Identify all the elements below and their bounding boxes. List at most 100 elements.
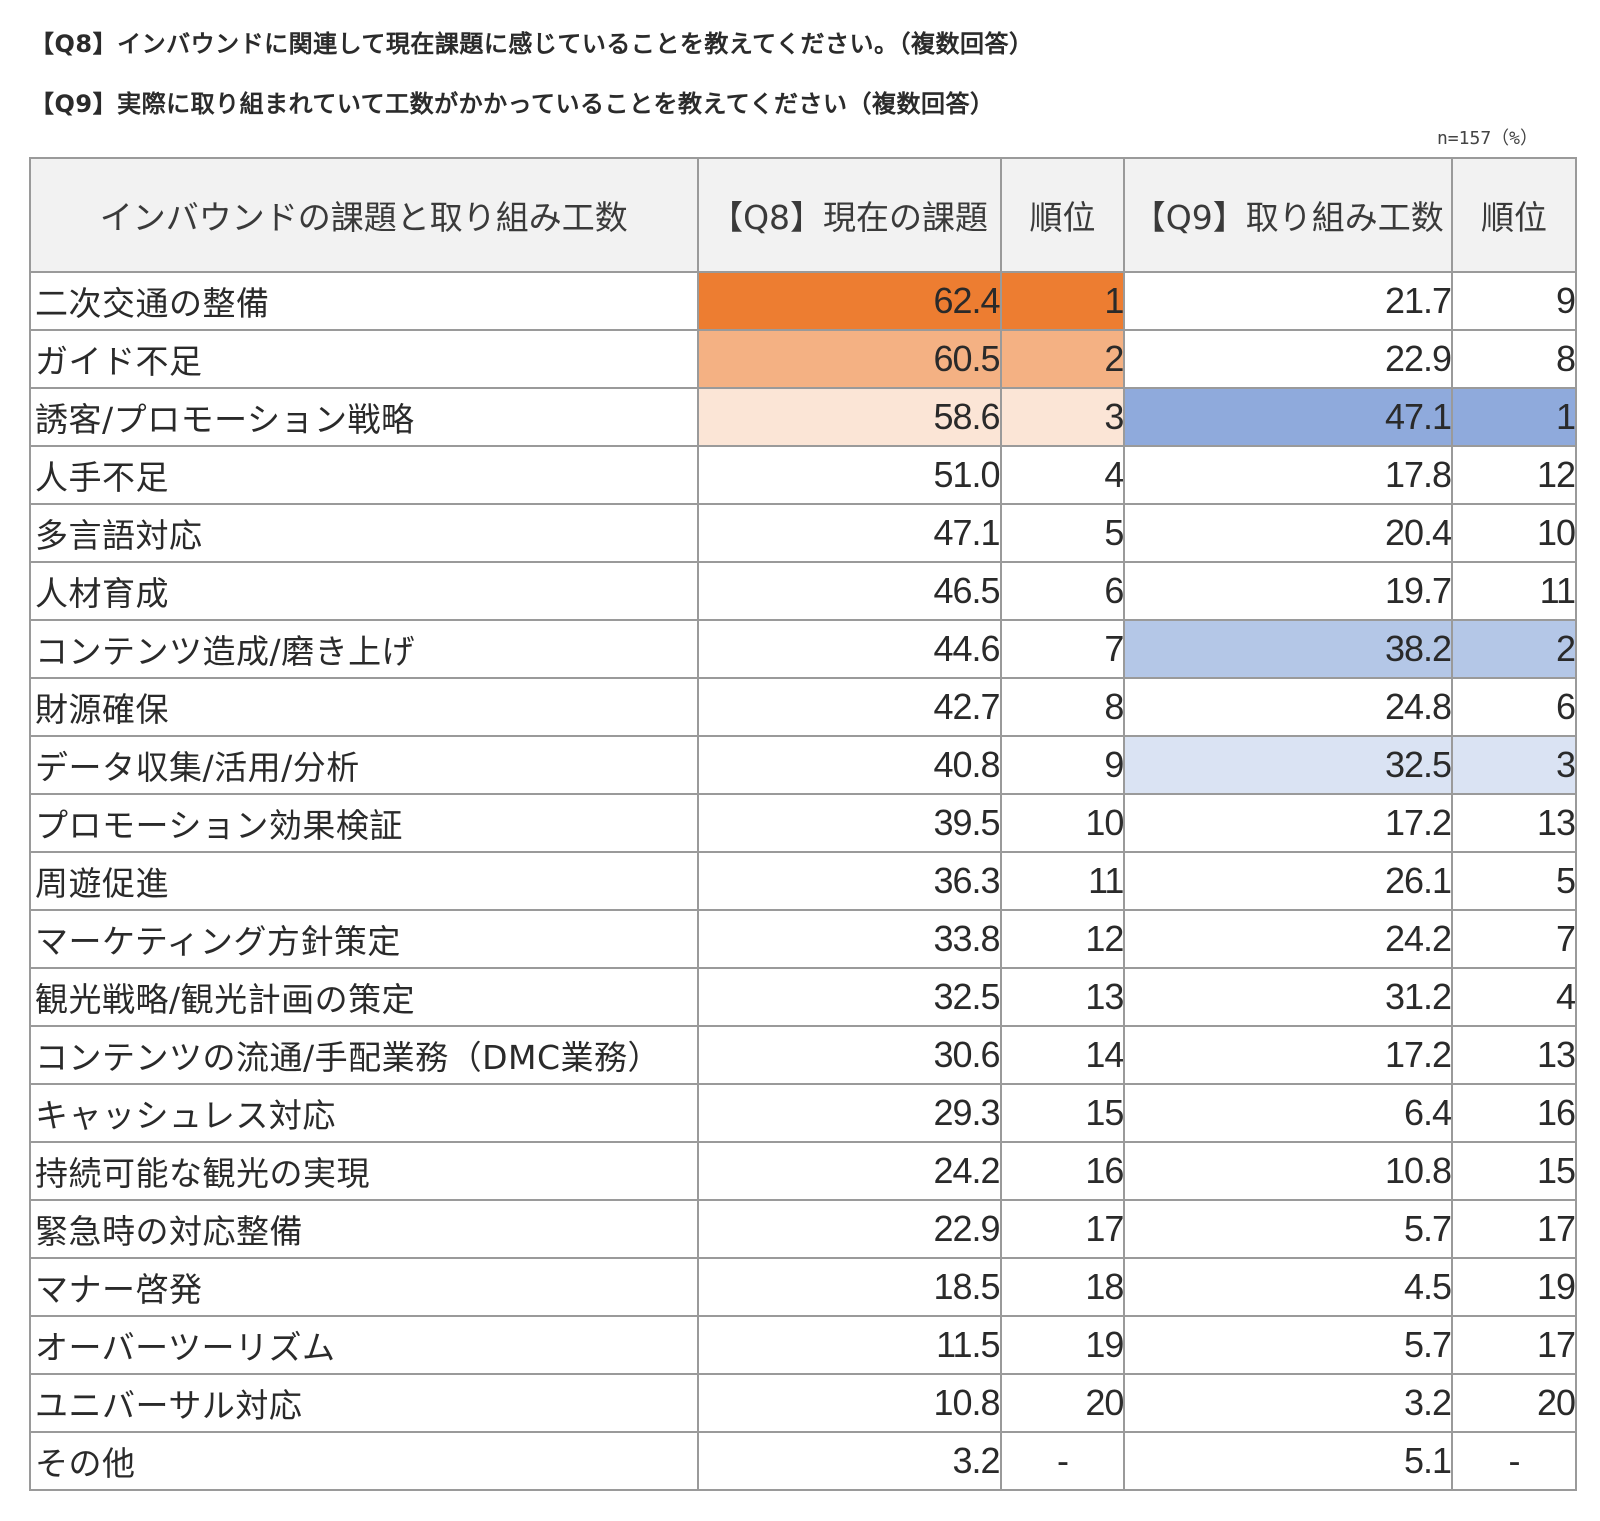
q9-rank-cell: 5 xyxy=(1451,851,1577,911)
table-row: キャッシュレス対応 29.3 15 6.4 16 xyxy=(29,1083,1577,1143)
q8-rank-cell: 18 xyxy=(999,1257,1126,1317)
q9-value-cell: 38.2 xyxy=(1123,619,1454,679)
q9-question-title: 【Q9】実際に取り組まれていて工数がかかっていることを教えてください（複数回答） xyxy=(30,90,995,118)
item-label-cell: 持続可能な観光の実現 xyxy=(29,1141,699,1201)
item-label-cell: ユニバーサル対応 xyxy=(29,1373,699,1433)
table-row: ユニバーサル対応 10.8 20 3.2 20 xyxy=(29,1373,1577,1433)
item-label-cell: プロモーション効果検証 xyxy=(29,793,699,853)
header-item: インバウンドの課題と取り組み工数 xyxy=(29,157,699,273)
q8-rank-cell: 16 xyxy=(999,1141,1126,1201)
table-row: 周遊促進 36.3 11 26.1 5 xyxy=(29,851,1577,911)
q8-value-cell: 29.3 xyxy=(696,1083,1002,1143)
q8-value-cell: 51.0 xyxy=(696,445,1002,505)
q8-rank-cell: 14 xyxy=(999,1025,1126,1085)
results-table: インバウンドの課題と取り組み工数 【Q8】現在の課題 順位 【Q9】取り組み工数… xyxy=(29,157,1577,1491)
item-label-cell: マーケティング方針策定 xyxy=(29,909,699,969)
item-label-cell: キャッシュレス対応 xyxy=(29,1083,699,1143)
q8-value-cell: 39.5 xyxy=(696,793,1002,853)
q9-value-cell: 6.4 xyxy=(1123,1083,1454,1143)
q9-rank-cell: 17 xyxy=(1451,1199,1577,1259)
item-label-cell: 人材育成 xyxy=(29,561,699,621)
q8-rank-cell: 8 xyxy=(999,677,1126,737)
q8-value-cell: 10.8 xyxy=(696,1373,1002,1433)
q9-value-cell: 4.5 xyxy=(1123,1257,1454,1317)
q8-rank-cell: 2 xyxy=(999,329,1126,389)
q9-value-cell: 17.2 xyxy=(1123,1025,1454,1085)
q8-value-cell: 36.3 xyxy=(696,851,1002,911)
q9-value-cell: 20.4 xyxy=(1123,503,1454,563)
table-row: 緊急時の対応整備 22.9 17 5.7 17 xyxy=(29,1199,1577,1259)
table-row: 人材育成 46.5 6 19.7 11 xyxy=(29,561,1577,621)
q8-value-cell: 22.9 xyxy=(696,1199,1002,1259)
q8-rank-cell: 1 xyxy=(999,271,1126,331)
q8-rank-cell: 11 xyxy=(999,851,1126,911)
q9-value-cell: 19.7 xyxy=(1123,561,1454,621)
q9-rank-cell: - xyxy=(1451,1431,1577,1491)
q8-rank-cell: 6 xyxy=(999,561,1126,621)
q8-value-cell: 58.6 xyxy=(696,387,1002,447)
q8-rank-cell: 15 xyxy=(999,1083,1126,1143)
table-row: 持続可能な観光の実現 24.2 16 10.8 15 xyxy=(29,1141,1577,1201)
table-row: その他 3.2-5.1- xyxy=(29,1431,1577,1491)
q9-value-cell: 24.2 xyxy=(1123,909,1454,969)
q8-rank-cell: 13 xyxy=(999,967,1126,1027)
q9-rank-cell: 11 xyxy=(1451,561,1577,621)
table-row: マーケティング方針策定 33.8 12 24.2 7 xyxy=(29,909,1577,969)
item-label-cell: マナー啓発 xyxy=(29,1257,699,1317)
header-q8: 【Q8】現在の課題 xyxy=(696,157,1002,273)
q9-rank-cell: 15 xyxy=(1451,1141,1577,1201)
q9-value-cell: 21.7 xyxy=(1123,271,1454,331)
table-row: 財源確保 42.7 8 24.8 6 xyxy=(29,677,1577,737)
item-label-cell: 誘客/プロモーション戦略 xyxy=(29,387,699,447)
table-row: ガイド不足 60.5 2 22.9 8 xyxy=(29,329,1577,389)
q9-rank-cell: 16 xyxy=(1451,1083,1577,1143)
table-row: マナー啓発 18.5 18 4.5 19 xyxy=(29,1257,1577,1317)
item-label-cell: データ収集/活用/分析 xyxy=(29,735,699,795)
q9-value-cell: 17.2 xyxy=(1123,793,1454,853)
q8-value-cell: 11.5 xyxy=(696,1315,1002,1375)
table-row: データ収集/活用/分析 40.8 9 32.5 3 xyxy=(29,735,1577,795)
q9-rank-cell: 19 xyxy=(1451,1257,1577,1317)
item-label-cell: 緊急時の対応整備 xyxy=(29,1199,699,1259)
table-row: 多言語対応 47.1 5 20.4 10 xyxy=(29,503,1577,563)
q9-value-cell: 17.8 xyxy=(1123,445,1454,505)
q8-value-cell: 33.8 xyxy=(696,909,1002,969)
table-row: 二次交通の整備 62.4 1 21.7 9 xyxy=(29,271,1577,331)
q9-rank-cell: 1 xyxy=(1451,387,1577,447)
q9-value-cell: 5.7 xyxy=(1123,1315,1454,1375)
q8-rank-cell: 7 xyxy=(999,619,1126,679)
table-row: 観光戦略/観光計画の策定 32.5 13 31.2 4 xyxy=(29,967,1577,1027)
q8-value-cell: 47.1 xyxy=(696,503,1002,563)
q8-value-cell: 30.6 xyxy=(696,1025,1002,1085)
q9-value-cell: 5.1 xyxy=(1123,1431,1454,1491)
q8-value-cell: 24.2 xyxy=(696,1141,1002,1201)
q8-value-cell: 60.5 xyxy=(696,329,1002,389)
q9-rank-cell: 20 xyxy=(1451,1373,1577,1433)
item-label-cell: オーバーツーリズム xyxy=(29,1315,699,1375)
q9-rank-cell: 3 xyxy=(1451,735,1577,795)
item-label-cell: 周遊促進 xyxy=(29,851,699,911)
item-label-cell: 人手不足 xyxy=(29,445,699,505)
q9-rank-cell: 13 xyxy=(1451,1025,1577,1085)
table-row: オーバーツーリズム 11.5 19 5.7 17 xyxy=(29,1315,1577,1375)
q8-value-cell: 62.4 xyxy=(696,271,1002,331)
q8-rank-cell: 4 xyxy=(999,445,1126,505)
q8-rank-cell: 9 xyxy=(999,735,1126,795)
q8-rank-cell: 10 xyxy=(999,793,1126,853)
header-q8-rank: 順位 xyxy=(999,157,1126,273)
q9-value-cell: 5.7 xyxy=(1123,1199,1454,1259)
q9-rank-cell: 6 xyxy=(1451,677,1577,737)
item-label-cell: 二次交通の整備 xyxy=(29,271,699,331)
q9-value-cell: 3.2 xyxy=(1123,1373,1454,1433)
q9-rank-cell: 4 xyxy=(1451,967,1577,1027)
q8-rank-cell: 20 xyxy=(999,1373,1126,1433)
q8-question-title: 【Q8】インバウンドに関連して現在課題に感じていることを教えてください。（複数回… xyxy=(30,30,1034,58)
q8-rank-cell: 12 xyxy=(999,909,1126,969)
table-row: 誘客/プロモーション戦略 58.6 3 47.1 1 xyxy=(29,387,1577,447)
header-q9-rank: 順位 xyxy=(1451,157,1577,273)
q9-value-cell: 47.1 xyxy=(1123,387,1454,447)
q8-rank-cell: 5 xyxy=(999,503,1126,563)
q9-value-cell: 32.5 xyxy=(1123,735,1454,795)
item-label-cell: 財源確保 xyxy=(29,677,699,737)
q8-value-cell: 18.5 xyxy=(696,1257,1002,1317)
